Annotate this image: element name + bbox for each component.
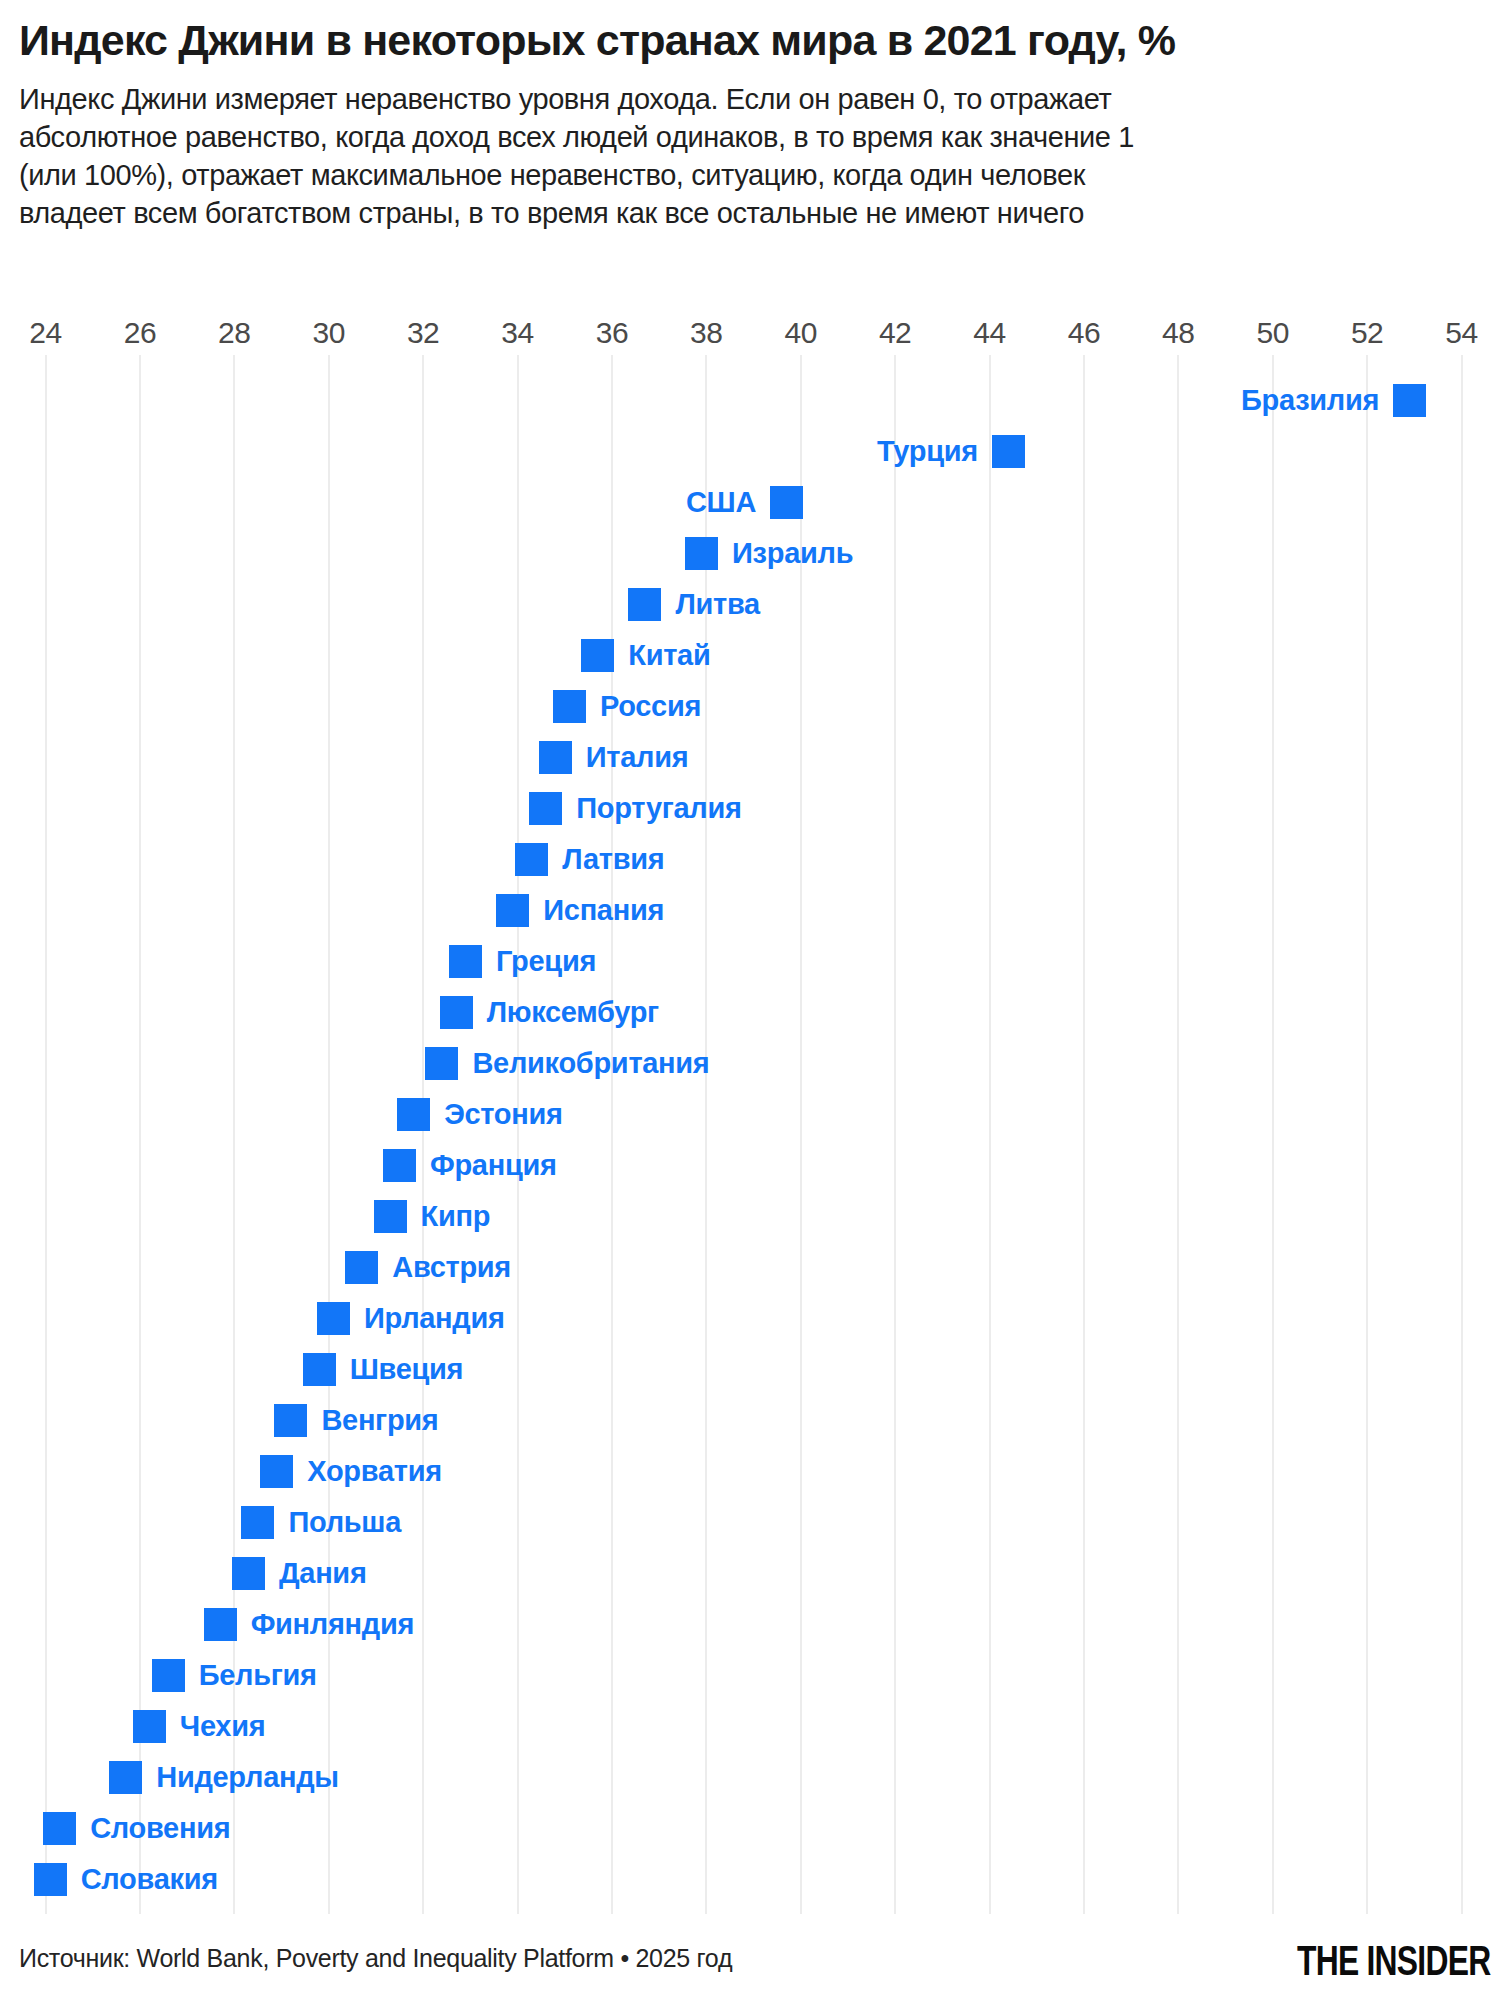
country-label: Эстония [444, 1097, 562, 1131]
source-note: Источник: World Bank, Poverty and Inequa… [19, 1944, 732, 1973]
data-point-square [383, 1149, 416, 1182]
data-point-square [43, 1812, 76, 1845]
country-label: Кипр [421, 1199, 491, 1233]
data-point-square [274, 1404, 307, 1437]
x-axis-tick-label: 30 [289, 316, 369, 350]
country-label: Бразилия [1241, 383, 1379, 417]
country-label: Австрия [392, 1250, 511, 1284]
country-label: Латвия [562, 842, 664, 876]
country-label: Израиль [732, 536, 853, 570]
data-point-square [374, 1200, 407, 1233]
gini-chart-page: Индекс Джини в некоторых странах мира в … [0, 0, 1506, 2000]
data-point-square [204, 1608, 237, 1641]
data-point-square [397, 1098, 430, 1131]
gridline [517, 355, 519, 1914]
country-label: Дания [279, 1556, 367, 1590]
data-point-square [539, 741, 572, 774]
gridline [422, 355, 424, 1914]
x-axis-tick-label: 32 [383, 316, 463, 350]
country-label: Бельгия [199, 1658, 317, 1692]
country-label: Финляндия [251, 1607, 414, 1641]
gridline [611, 355, 613, 1914]
country-label: Китай [628, 638, 710, 672]
data-point-square [232, 1557, 265, 1590]
data-point-square [133, 1710, 166, 1743]
data-point-square [515, 843, 548, 876]
data-point-square [496, 894, 529, 927]
country-label: Франция [430, 1148, 557, 1182]
x-axis-tick-label: 36 [572, 316, 652, 350]
data-point-square [260, 1455, 293, 1488]
gridline [328, 355, 330, 1914]
country-label: Греция [496, 944, 596, 978]
x-axis-tick-label: 46 [1044, 316, 1124, 350]
x-axis-tick-label: 42 [855, 316, 935, 350]
x-axis-tick-label: 34 [478, 316, 558, 350]
gridline [1272, 355, 1274, 1914]
gridline [1177, 355, 1179, 1914]
data-point-square [425, 1047, 458, 1080]
x-axis-tick-label: 26 [100, 316, 180, 350]
x-axis-tick-label: 50 [1233, 316, 1313, 350]
country-label: Словакия [81, 1862, 218, 1896]
country-label: Италия [586, 740, 689, 774]
x-axis-tick-label: 24 [6, 316, 86, 350]
data-point-square [1393, 384, 1426, 417]
country-label: Литва [675, 587, 759, 621]
gridline [1083, 355, 1085, 1914]
x-axis-tick-label: 40 [761, 316, 841, 350]
x-axis-tick-label: 52 [1327, 316, 1407, 350]
country-label: Нидерланды [156, 1760, 339, 1794]
country-label: Турция [877, 434, 978, 468]
country-label: Россия [600, 689, 701, 723]
country-label: Ирландия [364, 1301, 505, 1335]
gridline [139, 355, 141, 1914]
country-label: Польша [288, 1505, 401, 1539]
x-axis-tick-label: 44 [950, 316, 1030, 350]
country-label: Чехия [180, 1709, 266, 1743]
country-label: Великобритания [472, 1046, 709, 1080]
data-point-square [241, 1506, 274, 1539]
gridline [989, 355, 991, 1914]
country-label: Швеция [350, 1352, 464, 1386]
data-point-square [581, 639, 614, 672]
x-axis-tick-label: 28 [194, 316, 274, 350]
data-point-square [303, 1353, 336, 1386]
gini-dot-plot: 24 26 28 30 32 34 36 38 40 42 44 46 48 50 52 54 Бразилия… [0, 0, 1506, 1930]
country-label: Хорватия [307, 1454, 442, 1488]
country-label: США [686, 485, 756, 519]
data-point-square [345, 1251, 378, 1284]
data-point-square [529, 792, 562, 825]
country-label: Словения [90, 1811, 230, 1845]
country-label: Испания [543, 893, 664, 927]
country-label: Венгрия [321, 1403, 438, 1437]
data-point-square [449, 945, 482, 978]
x-axis-tick-label: 54 [1422, 316, 1502, 350]
data-point-square [992, 435, 1025, 468]
x-axis-tick-label: 48 [1138, 316, 1218, 350]
gridline [1366, 355, 1368, 1914]
gridline [800, 355, 802, 1914]
country-label: Португалия [576, 791, 741, 825]
data-point-square [109, 1761, 142, 1794]
data-point-square [553, 690, 586, 723]
gridline [894, 355, 896, 1914]
data-point-square [152, 1659, 185, 1692]
insider-logo: THE INSIDER [1297, 1936, 1490, 1985]
data-point-square [440, 996, 473, 1029]
data-point-square [770, 486, 803, 519]
data-point-square [34, 1863, 67, 1896]
gridline [45, 355, 47, 1914]
data-point-square [628, 588, 661, 621]
gridline [1461, 355, 1463, 1914]
data-point-square [317, 1302, 350, 1335]
data-point-square [685, 537, 718, 570]
country-label: Люксембург [487, 995, 659, 1029]
x-axis-tick-label: 38 [666, 316, 746, 350]
